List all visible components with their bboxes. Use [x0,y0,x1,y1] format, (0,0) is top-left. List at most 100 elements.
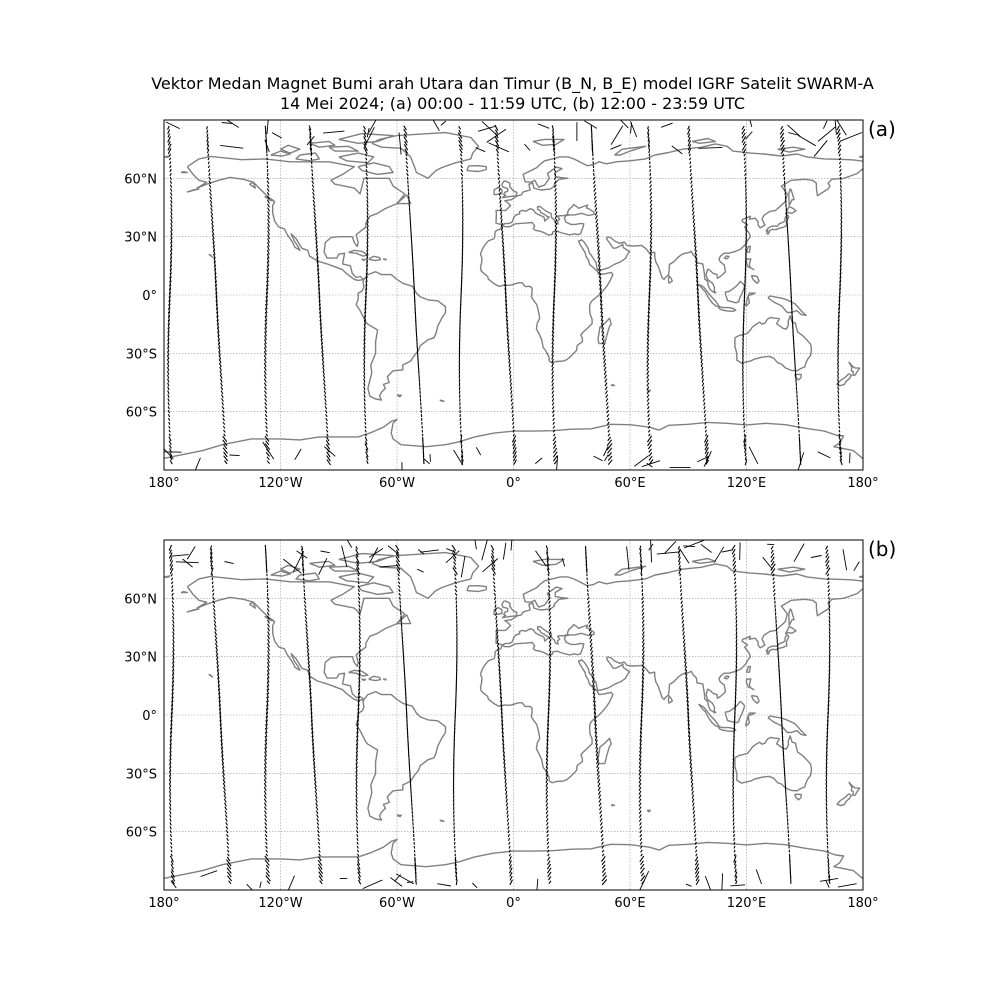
field-vector [170,723,173,730]
field-vector [597,782,601,788]
field-vector [838,307,840,314]
coastline [614,565,647,576]
field-vector [508,841,511,845]
field-vector [503,269,506,275]
field-vector [379,565,397,568]
field-vector [267,638,270,644]
field-vector [646,370,650,375]
field-vector [461,211,464,216]
field-vector [683,654,687,659]
field-vector [825,545,829,550]
field-vector [220,144,244,149]
field-vector [690,774,693,780]
field-vector [307,665,311,671]
field-vector [780,147,786,155]
field-vector [836,120,847,136]
field-vector [312,203,316,208]
field-vector [320,339,324,345]
field-vector [598,276,602,283]
field-vector [512,433,515,437]
field-vector [355,802,358,807]
field-vector [510,398,513,402]
field-vector [512,429,515,433]
field-vector [356,829,359,834]
coastline [750,274,760,284]
field-vector [732,560,737,566]
field-vector [410,794,413,799]
field-vector [501,724,504,730]
field-vector [264,739,268,745]
field-vector [735,639,738,644]
field-vector [169,257,173,263]
field-vector [265,425,268,429]
field-vector [166,354,170,360]
field-vector [458,140,463,147]
field-vector [481,540,488,561]
field-vector [592,176,596,181]
field-vector [695,875,700,882]
field-vector [547,577,550,581]
field-vector [688,731,691,738]
field-vector [167,331,170,337]
field-vector [223,790,227,795]
field-vector [838,157,842,161]
field-vector [646,374,650,379]
satellite-track [355,545,362,885]
field-vector [363,133,367,138]
field-vector [319,880,323,885]
field-vector [222,774,226,780]
field-vector [554,211,558,216]
field-vector [266,669,270,675]
field-vector [167,386,170,391]
coastline [164,155,171,158]
field-vector [358,673,361,679]
field-vector [553,157,556,161]
field-vector [840,226,843,232]
field-vector [702,390,705,395]
field-vector [743,153,746,157]
field-vector [310,720,314,726]
field-vector [267,218,270,224]
field-vector [649,184,652,188]
field-vector [602,350,606,356]
field-vector [266,192,270,196]
field-vector [546,829,549,834]
field-vector [586,585,589,589]
field-vector [687,133,691,138]
satellite-track [363,125,369,465]
field-vector [311,188,315,192]
field-vector [495,627,499,632]
field-vector [506,323,509,329]
field-vector [837,382,840,387]
field-vector [212,600,216,604]
field-vector [169,192,173,196]
field-vector [837,402,840,406]
field-vector [405,157,408,161]
field-vector [310,153,313,157]
coastline [208,253,214,258]
field-vector [317,859,323,866]
field-vector [363,143,368,151]
field-vector [641,658,645,663]
field-vector [548,654,552,659]
field-vector [685,681,688,687]
field-vector [837,398,840,402]
map-panel-a: 180° 120°W 60°W 0° 60°E 120°E 180°60°N30°N0°30… [124,117,896,491]
field-vector [222,413,225,418]
field-vector [547,704,550,710]
field-vector [171,615,175,620]
field-vector [356,845,359,849]
field-vector [403,669,406,675]
field-vector [167,417,171,422]
field-vector [853,561,860,572]
field-vector [215,654,219,660]
field-vector [732,822,735,826]
field-vector [743,161,747,165]
field-vector [322,366,325,372]
field-vector [210,207,213,212]
field-vector [500,712,503,718]
field-vector [607,452,612,457]
coastline [348,669,369,677]
field-vector [504,778,507,784]
field-vector [214,642,218,648]
